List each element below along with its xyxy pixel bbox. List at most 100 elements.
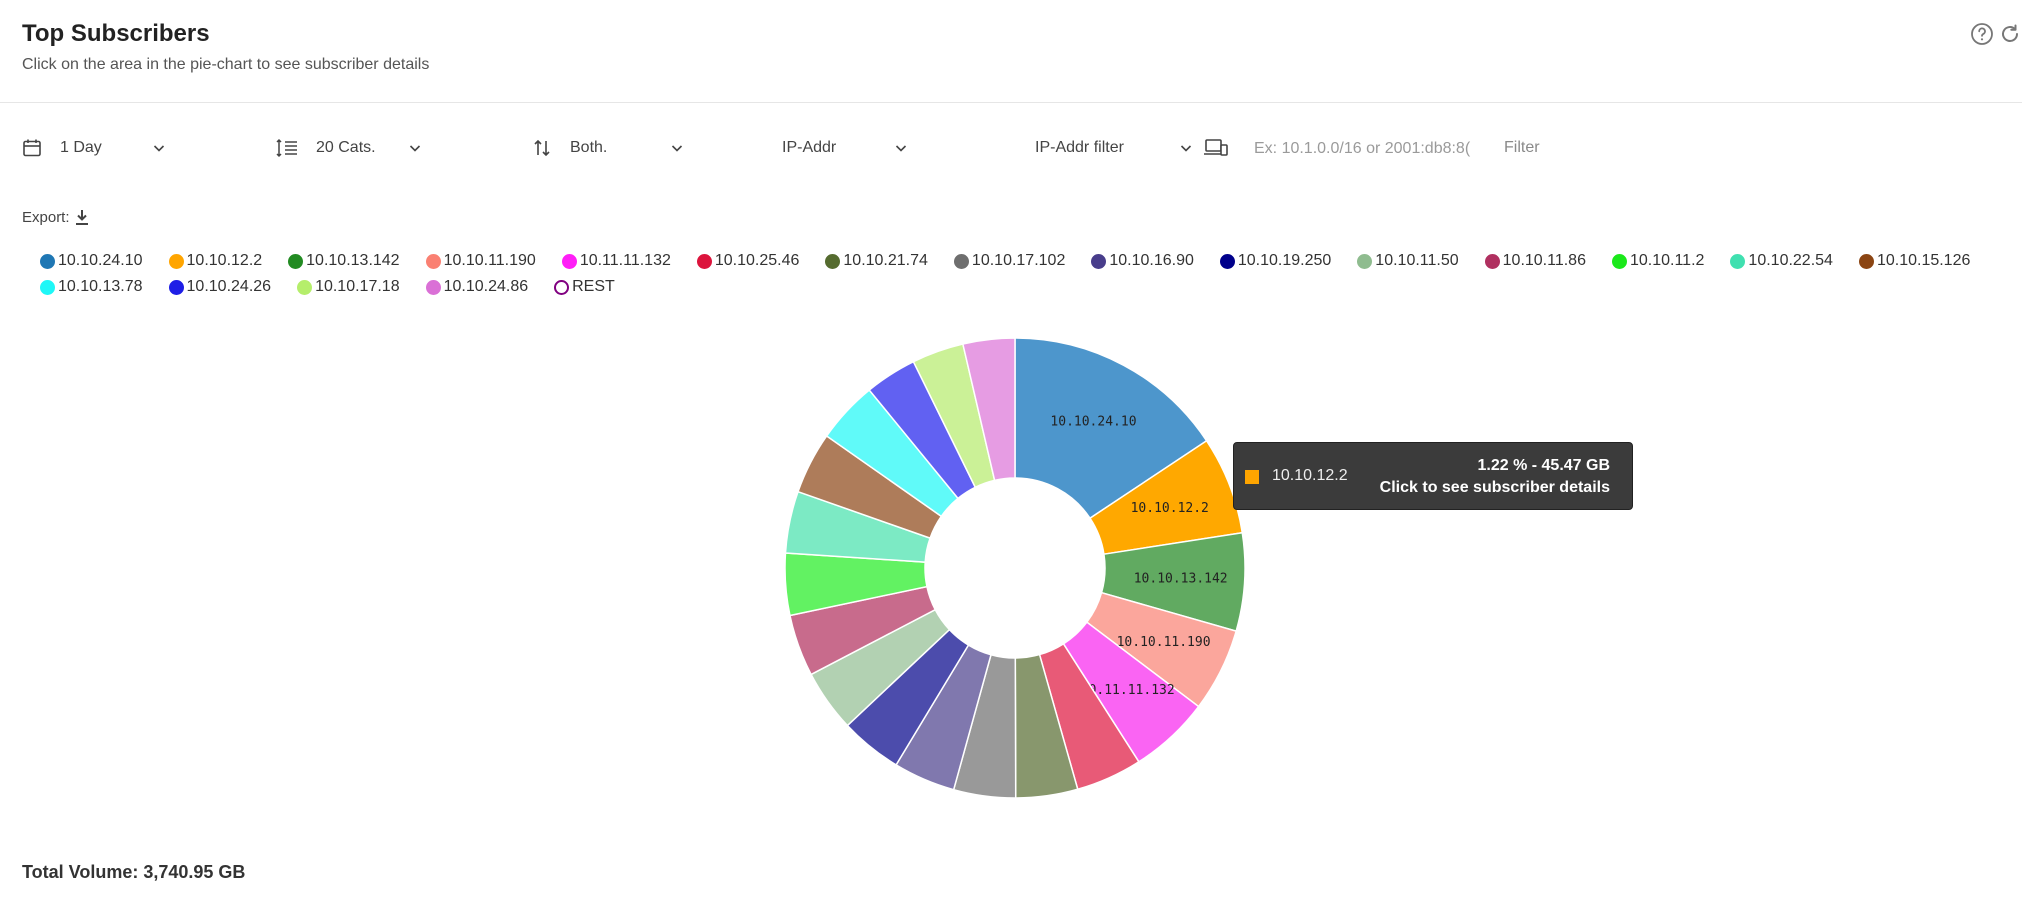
header-divider: [0, 102, 2022, 103]
chevron-down-icon: [153, 145, 165, 152]
legend-item[interactable]: 10.10.11.2: [1611, 252, 1705, 270]
legend-dot: [953, 253, 969, 269]
legend-item[interactable]: 10.10.13.78: [40, 278, 143, 296]
slice-label: 10.11.11.132: [1081, 683, 1175, 698]
legend-dot: [168, 253, 184, 269]
legend-label: 10.11.11.132: [579, 252, 671, 269]
page-title: Top Subscribers: [22, 20, 210, 47]
ip-type-value: IP-Addr: [782, 139, 837, 156]
legend-item[interactable]: 10.10.22.54: [1730, 252, 1833, 270]
legend-item[interactable]: 10.10.16.90: [1091, 252, 1194, 270]
device-icon: [1204, 139, 1228, 156]
chevron-down-icon: [1180, 145, 1192, 152]
tooltip-hint: Click to see subscriber details: [1379, 479, 1610, 496]
legend-dot: [554, 279, 570, 295]
legend-item[interactable]: 10.10.13.142: [288, 252, 400, 270]
legend-dot: [425, 279, 441, 295]
legend-item[interactable]: 10.10.17.18: [297, 278, 400, 296]
filter-button[interactable]: Filter: [1504, 139, 1540, 156]
direction-select[interactable]: Both.: [532, 128, 683, 168]
categories-select[interactable]: 20 Cats.: [276, 128, 421, 168]
slice-label: 10.10.12.2: [1131, 501, 1209, 516]
legend-item[interactable]: 10.10.25.46: [696, 252, 800, 270]
legend-label: 10.10.15.126: [1876, 252, 1971, 269]
legend-item[interactable]: 10.10.24.86: [425, 278, 529, 296]
legend-dot: [40, 253, 55, 269]
legend-label: 10.10.12.2: [186, 252, 263, 269]
legend-dot: [168, 279, 184, 295]
ip-filter-type-value: IP-Addr filter: [1035, 139, 1124, 156]
chevron-down-icon: [895, 145, 907, 152]
tooltip-swatch: [1245, 470, 1259, 484]
pie-slice[interactable]: [961, 337, 1016, 482]
export-label: Export:: [22, 208, 70, 226]
sort-arrows-icon: [534, 139, 550, 157]
device-icon-wrap: [1203, 128, 1229, 168]
help-circle-icon[interactable]: [1970, 22, 1994, 51]
legend-item[interactable]: 10.10.19.250: [1219, 252, 1332, 270]
legend-label: REST: [572, 278, 615, 295]
legend-item[interactable]: 10.10.12.2: [168, 252, 263, 270]
legend-item[interactable]: REST: [554, 278, 615, 296]
period-value: 1 Day: [60, 139, 102, 156]
legend-label: 10.10.13.78: [58, 278, 143, 295]
legend-label: 10.10.24.10: [58, 252, 143, 269]
legend-dot: [825, 253, 841, 269]
total-volume: Total Volume: 3,740.95 GB: [22, 862, 246, 882]
chevron-down-icon: [671, 145, 683, 152]
legend-label: 10.10.24.86: [443, 278, 529, 295]
legend-dot: [1611, 253, 1627, 269]
chevron-down-icon: [409, 145, 421, 152]
tooltip-label: 10.10.12.2: [1272, 467, 1348, 484]
legend-item[interactable]: 10.10.21.74: [825, 252, 928, 270]
legend-item[interactable]: 10.10.17.102: [953, 252, 1065, 270]
legend-label: 10.10.22.54: [1748, 252, 1833, 269]
slice-label: 10.10.24.10: [1050, 415, 1136, 430]
legend-label: 10.10.19.250: [1237, 252, 1332, 269]
legend-dot: [40, 279, 55, 295]
legend-label: 10.10.11.50: [1375, 252, 1459, 269]
legend-dot: [696, 253, 712, 269]
export-control[interactable]: Export:: [22, 208, 90, 226]
calendar-icon: [23, 139, 41, 157]
list-lines-icon: [276, 138, 297, 158]
legend-dot: [1219, 253, 1235, 269]
page-subtitle: Click on the area in the pie-chart to se…: [22, 56, 430, 73]
legend-label: 10.10.25.46: [714, 252, 800, 269]
legend-dot: [1484, 253, 1500, 269]
legend-label: 10.10.16.90: [1109, 252, 1194, 269]
chart-tooltip: 10.10.12.2 1.22 % - 45.47 GB Click to se…: [1233, 442, 1633, 510]
legend-item[interactable]: 10.10.11.50: [1357, 252, 1459, 270]
ip-filter-type-select[interactable]: IP-Addr filter: [1035, 128, 1192, 168]
legend-dot: [1858, 253, 1874, 269]
legend-dot: [1357, 253, 1373, 269]
ip-filter-input[interactable]: [1252, 128, 1476, 170]
legend-item[interactable]: 10.10.11.86: [1484, 252, 1586, 270]
legend-item[interactable]: 10.11.11.132: [561, 252, 671, 270]
download-icon: [75, 210, 88, 225]
legend-dot: [561, 253, 577, 269]
legend-item[interactable]: 10.10.11.190: [425, 252, 536, 270]
refresh-icon[interactable]: [1998, 22, 2022, 51]
legend-label: 10.10.17.18: [315, 278, 400, 295]
legend-dot: [297, 279, 313, 295]
ip-type-select[interactable]: IP-Addr: [782, 128, 907, 168]
legend-label: 10.10.11.190: [443, 252, 536, 269]
legend-label: 10.10.11.2: [1629, 252, 1705, 269]
legend-dot: [1091, 253, 1107, 269]
legend-dot: [1730, 253, 1746, 269]
tooltip-value: 1.22 % - 45.47 GB: [1477, 457, 1610, 474]
legend-dot: [288, 253, 304, 269]
legend-label: 10.10.21.74: [843, 252, 928, 269]
slice-label: 10.10.13.142: [1134, 571, 1228, 586]
period-select[interactable]: 1 Day: [22, 128, 165, 168]
slice-label: 10.10.11.190: [1117, 635, 1211, 650]
legend-label: 10.10.11.86: [1502, 252, 1586, 269]
legend-item[interactable]: 10.10.24.26: [168, 278, 271, 296]
top-right-actions: [1970, 22, 2022, 51]
pie-slice[interactable]: [1014, 337, 1208, 520]
page-header: Top Subscribers Click on the area in the…: [22, 20, 429, 74]
legend-item[interactable]: 10.10.24.10: [40, 252, 143, 270]
legend-item[interactable]: 10.10.15.126: [1858, 252, 1971, 270]
